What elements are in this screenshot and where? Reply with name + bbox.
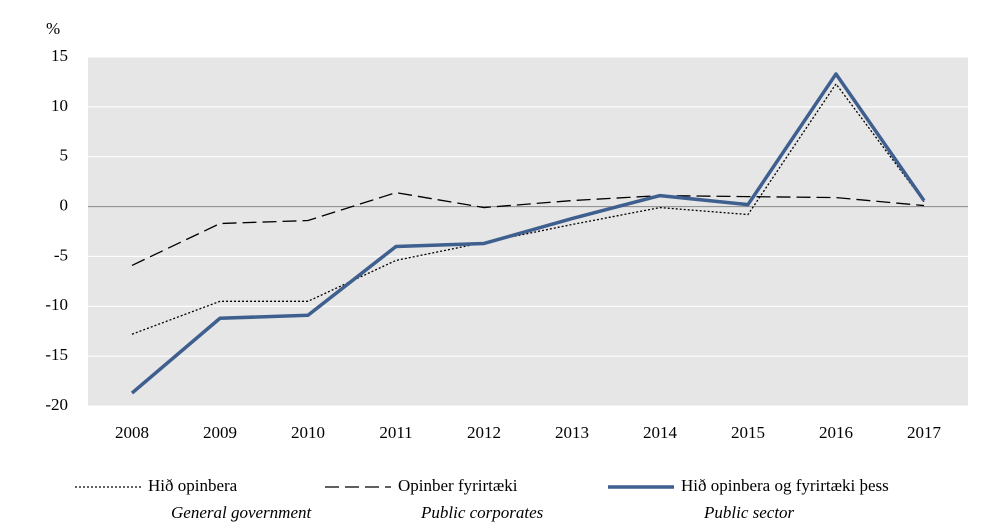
legend-label: Opinber fyrirtæki [398, 476, 518, 495]
x-tick-label: 2010 [291, 423, 325, 442]
y-tick-label: 5 [60, 146, 69, 165]
legend-label: Hið opinbera [148, 476, 238, 495]
y-tick-label: 15 [51, 46, 68, 65]
legend-label: Hið opinbera og fyrirtæki þess [681, 476, 889, 495]
y-tick-label: -5 [54, 245, 68, 264]
y-axis-label: % [46, 19, 60, 38]
x-tick-label: 2013 [555, 423, 589, 442]
x-tick-label: 2016 [819, 423, 853, 442]
x-tick-label: 2015 [731, 423, 765, 442]
y-tick-label: 10 [51, 96, 68, 115]
x-tick-label: 2014 [643, 423, 678, 442]
x-tick-label: 2009 [203, 423, 237, 442]
series-line [130, 72, 926, 395]
x-tick-label: 2008 [115, 423, 149, 442]
x-tick-label: 2017 [907, 423, 942, 442]
y-tick-label: -10 [45, 295, 68, 314]
y-tick-label: 0 [60, 195, 69, 214]
y-tick-label: -15 [45, 345, 68, 364]
x-tick-label: 2011 [379, 423, 412, 442]
legend-sublabel: Public corporates [420, 503, 544, 522]
series-line [131, 191, 925, 266]
series-line [131, 83, 925, 335]
x-tick-label: 2012 [467, 423, 501, 442]
legend-sublabel: General government [171, 503, 312, 522]
legend-sublabel: Public sector [703, 503, 795, 522]
y-tick-label: -20 [45, 395, 68, 414]
